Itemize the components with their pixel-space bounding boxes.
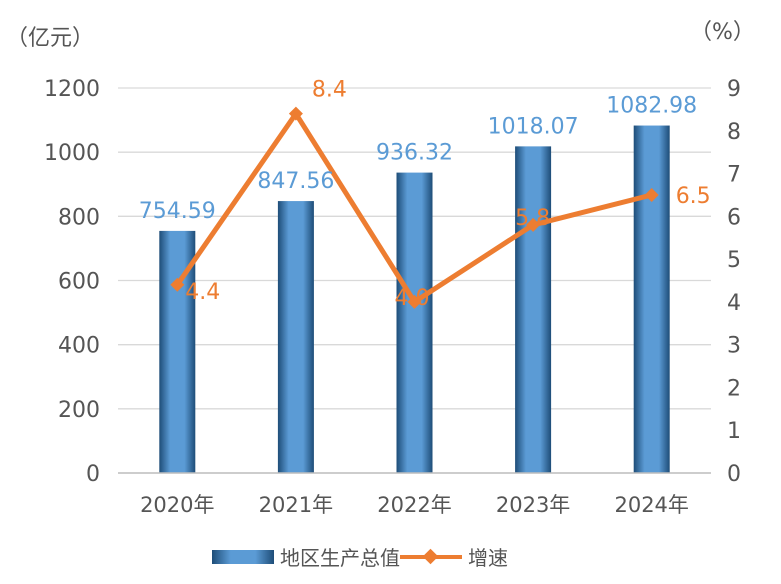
- x-axis-tick-label: 2024年: [614, 493, 688, 517]
- bar-data-label: 847.56: [257, 169, 334, 194]
- line-point: [526, 217, 541, 232]
- bar-data-label: 754.59: [139, 199, 216, 224]
- right-axis-tick-label: 9: [727, 77, 741, 102]
- bar-data-label: 1018.07: [488, 114, 579, 139]
- right-axis-tick-label: 8: [727, 120, 741, 145]
- bar: [633, 125, 670, 473]
- right-axis-tick-label: 2: [727, 376, 741, 401]
- bar-series: [159, 125, 670, 473]
- x-axis-tick-label: 2021年: [259, 493, 333, 517]
- right-axis-tick-label: 4: [727, 291, 741, 316]
- legend: 地区生产总值 增速: [212, 542, 508, 571]
- legend-bar-label: 地区生产总值: [280, 546, 400, 570]
- line-data-label: 8.4: [312, 78, 347, 103]
- bar-data-label: 1082.98: [606, 94, 697, 119]
- legend-diamond-marker-icon: [422, 548, 439, 564]
- bar: [396, 172, 433, 473]
- line-series: [170, 106, 659, 309]
- data-labels: 754.59 847.56 936.32 1018.07 1082.98 4.4 8.4 4.…: [139, 78, 711, 311]
- left-axis-tick-label: 400: [58, 334, 100, 359]
- axes: 0 200 400 600 800 1000 1200 0 1 2 3 4 5 6 7 8 9 2020年 2021…: [44, 77, 741, 517]
- x-axis-tick-label: 2020年: [140, 493, 214, 517]
- right-axis-tick-label: 5: [727, 248, 741, 273]
- left-axis-tick-label: 600: [58, 270, 100, 295]
- left-axis-tick-label: 200: [58, 398, 100, 423]
- legend-line-label: 增速: [468, 546, 508, 570]
- right-axis-unit: （%）: [690, 20, 755, 45]
- line-data-label: 5.8: [515, 206, 550, 231]
- right-axis-tick-label: 6: [727, 205, 741, 230]
- line-data-label: 4.0: [395, 286, 430, 311]
- line-point: [170, 277, 185, 292]
- line-point: [644, 187, 659, 202]
- line-point: [288, 106, 303, 121]
- left-axis-tick-label: 800: [58, 205, 100, 230]
- line-point: [407, 294, 422, 309]
- right-axis-tick-label: 3: [727, 334, 741, 359]
- x-axis-tick-label: 2023年: [496, 493, 570, 517]
- legend-line-swatch: [400, 548, 462, 564]
- left-axis-tick-label: 0: [86, 462, 100, 487]
- line-data-label: 6.5: [676, 184, 711, 209]
- right-axis-tick-label: 0: [727, 462, 741, 487]
- line-data-label: 4.4: [185, 280, 220, 305]
- left-axis-tick-label: 1000: [44, 141, 100, 166]
- right-axis-tick-label: 7: [727, 163, 741, 188]
- x-axis-tick-label: 2022年: [377, 493, 451, 517]
- left-axis-unit: （亿元）: [6, 26, 95, 51]
- bar: [277, 201, 314, 473]
- left-axis-tick-label: 1200: [44, 77, 100, 102]
- bar: [515, 146, 552, 473]
- legend-bar-swatch: [212, 549, 274, 564]
- bar-data-label: 936.32: [376, 141, 453, 166]
- right-axis-tick-label: 1: [727, 419, 741, 444]
